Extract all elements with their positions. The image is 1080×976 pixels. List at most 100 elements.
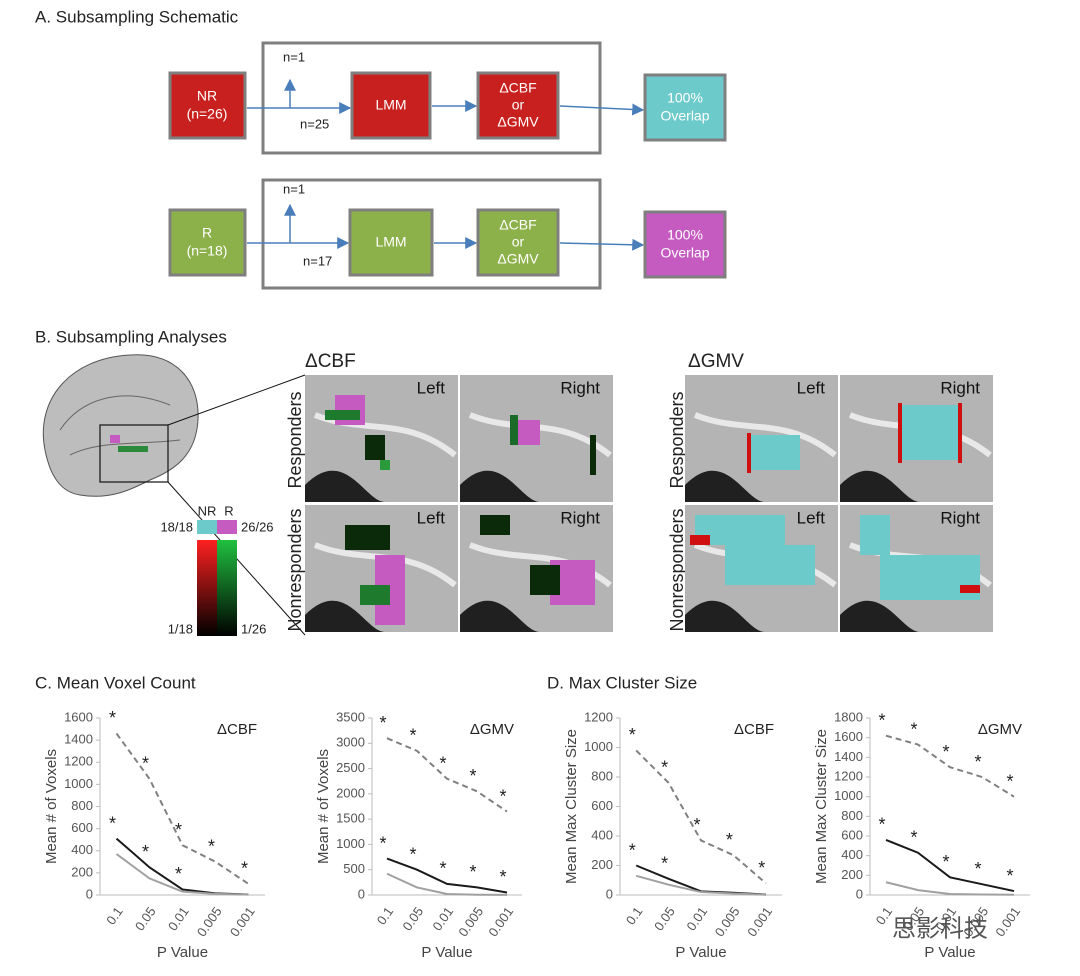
colorbar-label: 26/26 bbox=[241, 519, 274, 534]
y-tick-label: 1000 bbox=[64, 776, 93, 791]
y-axis-label: Mean Max Cluster Size bbox=[563, 729, 580, 884]
series-line bbox=[386, 737, 508, 813]
y-tick-label: 400 bbox=[71, 842, 93, 857]
y-tick-label: 2000 bbox=[336, 785, 365, 800]
slice-anatomy bbox=[840, 600, 920, 632]
brain-slice: Left bbox=[685, 375, 838, 502]
y-axis-label: Mean Max Cluster Size bbox=[813, 729, 830, 884]
significance-marker: * bbox=[661, 758, 668, 778]
significance-marker: * bbox=[469, 766, 476, 786]
y-tick-label: 200 bbox=[71, 864, 93, 879]
sagittal-brain bbox=[42, 354, 306, 636]
y-tick-label: 1000 bbox=[336, 836, 365, 851]
x-tick-label: 0.001 bbox=[485, 904, 516, 939]
overlap-blob bbox=[590, 435, 596, 475]
result-box bbox=[643, 210, 727, 279]
significance-marker: * bbox=[241, 859, 248, 879]
schematic-row: NR (n=26) n=1 n=25 LMM ΔCBF or ΔGMV 100%… bbox=[168, 41, 727, 155]
overlap-blob bbox=[860, 515, 890, 555]
side-label: Left bbox=[417, 378, 446, 397]
y-tick-label: 3000 bbox=[336, 735, 365, 750]
overlap-blob bbox=[690, 535, 710, 545]
overlap-blob bbox=[958, 403, 962, 463]
y-tick-label: 400 bbox=[591, 827, 613, 842]
series-line bbox=[386, 872, 508, 896]
significance-marker: * bbox=[439, 753, 446, 773]
arrow bbox=[559, 103, 645, 116]
slice-anatomy bbox=[693, 412, 837, 458]
y-tick-label: 1500 bbox=[336, 811, 365, 826]
frame bbox=[261, 41, 602, 155]
box-text: ΔCBF bbox=[499, 80, 536, 96]
side-label: Right bbox=[560, 378, 600, 397]
panel-title: C. Mean Voxel Count bbox=[35, 673, 196, 692]
remaining: n=25 bbox=[300, 116, 329, 131]
significance-marker: * bbox=[878, 710, 885, 730]
series-line bbox=[386, 857, 508, 894]
significance-marker: * bbox=[910, 827, 917, 847]
overlap-blob bbox=[360, 585, 390, 605]
overlap-blob bbox=[747, 433, 751, 473]
panel-title: D. Max Cluster Size bbox=[547, 673, 697, 692]
y-tick-label: 3500 bbox=[336, 709, 365, 724]
overlap-blob bbox=[900, 405, 960, 460]
panel-title: A. Subsampling Schematic bbox=[35, 7, 239, 26]
brain-slice: Right bbox=[460, 505, 613, 632]
brain-slice: Left bbox=[685, 505, 838, 632]
brain-slice: Right bbox=[460, 375, 613, 502]
box-text: LMM bbox=[375, 97, 406, 113]
overlap-blob bbox=[530, 565, 560, 595]
y-tick-label: 1400 bbox=[64, 732, 93, 747]
significance-marker: * bbox=[175, 820, 182, 840]
line-chart: 0 200 400 600 800 1000 1200 1400 1600 0.1 0.05 0.01… bbox=[43, 708, 265, 961]
brain-slice: Left bbox=[305, 375, 458, 502]
significance-marker: * bbox=[142, 842, 149, 862]
side-label: Right bbox=[560, 508, 600, 527]
remaining: n=17 bbox=[303, 253, 332, 268]
y-tick-label: 500 bbox=[343, 861, 365, 876]
overlap-blob bbox=[880, 555, 980, 600]
y-tick-label: 800 bbox=[841, 808, 863, 823]
brain-images: Left Right Left Right Left Right Left Right bbox=[305, 375, 993, 632]
chart-title: ΔGMV bbox=[978, 721, 1022, 738]
y-tick-label: 400 bbox=[841, 847, 863, 862]
x-tick-label: 0.1 bbox=[623, 904, 646, 927]
slice-anatomy bbox=[840, 470, 920, 502]
x-tick-label: 0.1 bbox=[374, 904, 397, 927]
y-axis-label: Mean # of Voxels bbox=[315, 749, 332, 864]
series-line bbox=[115, 853, 249, 896]
series-line bbox=[115, 732, 250, 885]
panel-title: B. Subsampling Analyses bbox=[35, 327, 227, 346]
side-label: Right bbox=[940, 508, 980, 527]
x-tick-label: 0.005 bbox=[455, 904, 486, 939]
box-text: NR bbox=[197, 88, 217, 104]
y-tick-label: 0 bbox=[358, 886, 365, 901]
chart-title: ΔCBF bbox=[734, 721, 774, 738]
overlap-blob bbox=[480, 515, 510, 535]
significance-marker: * bbox=[629, 840, 636, 860]
y-axis-label: Mean # of Voxels bbox=[43, 749, 60, 864]
x-axis-label: P Value bbox=[421, 944, 472, 961]
box-text: ΔGMV bbox=[497, 114, 539, 130]
y-tick-label: 800 bbox=[591, 768, 613, 783]
x-tick-label: 0.01 bbox=[683, 904, 710, 933]
x-tick-label: 0.005 bbox=[712, 904, 743, 939]
outcome-box bbox=[476, 208, 560, 277]
significance-marker: * bbox=[942, 852, 949, 872]
box-text: R bbox=[202, 225, 212, 241]
overlap-blob bbox=[365, 435, 385, 460]
box-text: 100% bbox=[667, 90, 703, 106]
significance-marker: * bbox=[629, 725, 636, 745]
colorbar: NR R 18/18 26/26 1/18 1/26 bbox=[160, 503, 273, 636]
significance-marker: * bbox=[142, 754, 149, 774]
box-text: Overlap bbox=[660, 108, 709, 124]
box-text: Overlap bbox=[660, 245, 709, 261]
significance-marker: * bbox=[175, 864, 182, 884]
significance-marker: * bbox=[409, 726, 416, 746]
box-text: (n=26) bbox=[187, 106, 228, 122]
significance-marker: * bbox=[1006, 866, 1013, 886]
y-tick-label: 800 bbox=[71, 798, 93, 813]
left-out: n=1 bbox=[283, 181, 305, 196]
